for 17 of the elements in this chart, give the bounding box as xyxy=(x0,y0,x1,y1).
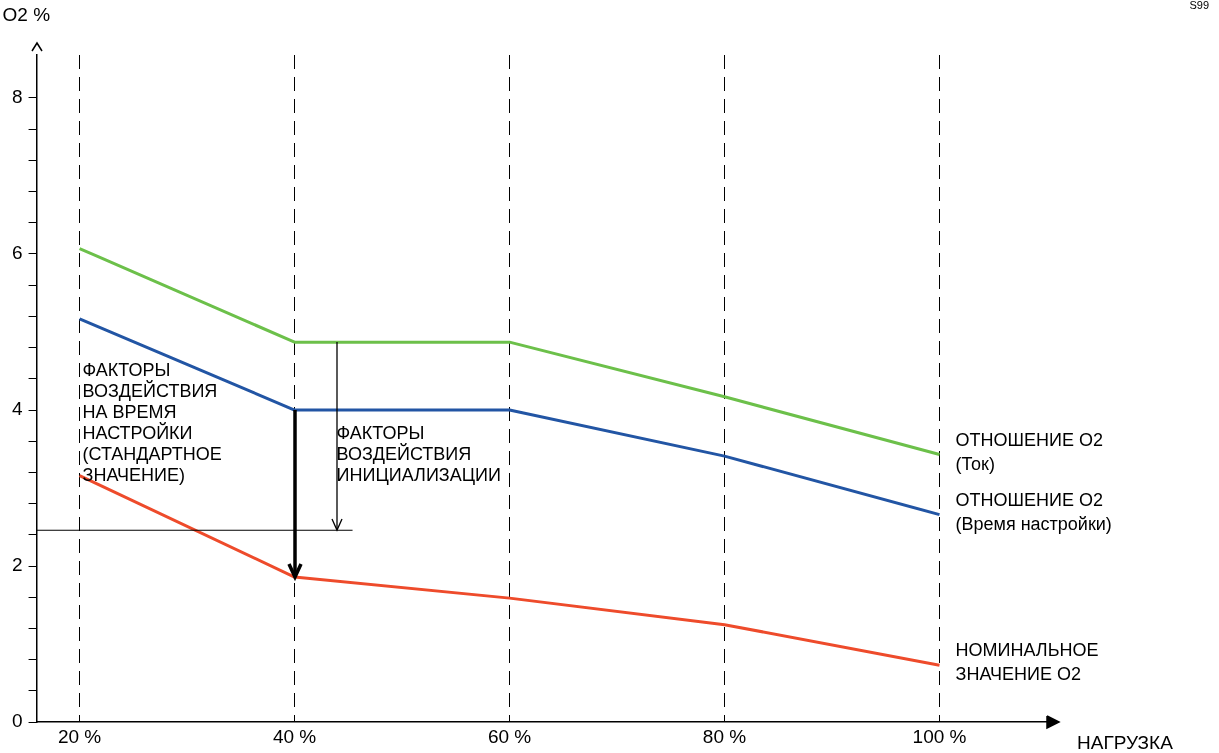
x-tick-label: 40 % xyxy=(272,725,317,747)
y-tick-label: 8 xyxy=(11,86,23,108)
series-label: ОТНОШЕНИЕ O2 (Ток) xyxy=(955,429,1103,474)
x-tick-label: 20 % xyxy=(57,725,102,747)
x-tick-label: 80 % xyxy=(702,725,747,747)
text: S99 xyxy=(1189,0,1209,11)
y-tick-label: 2 xyxy=(11,554,23,576)
y-tick-label: 0 xyxy=(11,710,23,732)
x-tick-label: 100 % xyxy=(912,725,967,747)
x-tick-label: 60 % xyxy=(487,725,532,747)
y-tick-label: 4 xyxy=(11,398,23,420)
annotation: ФАКТОРЫ ВОЗДЕЙСТВИЯ НА ВРЕМЯ НАСТРОЙКИ (СТАНДАРТНОЕ ЗНАЧЕНИЕ) xyxy=(82,359,222,485)
series-label: НОМИНАЛЬНОЕ ЗНАЧЕНИЕ O2 xyxy=(955,640,1099,685)
y-axis-title: O2 % xyxy=(2,3,51,25)
y-tick-label: 6 xyxy=(11,242,23,264)
series-label: ОТНОШЕНИЕ O2 (Время настройки) xyxy=(955,489,1112,534)
x-axis-title: НАГРУЗКА xyxy=(1077,731,1174,753)
